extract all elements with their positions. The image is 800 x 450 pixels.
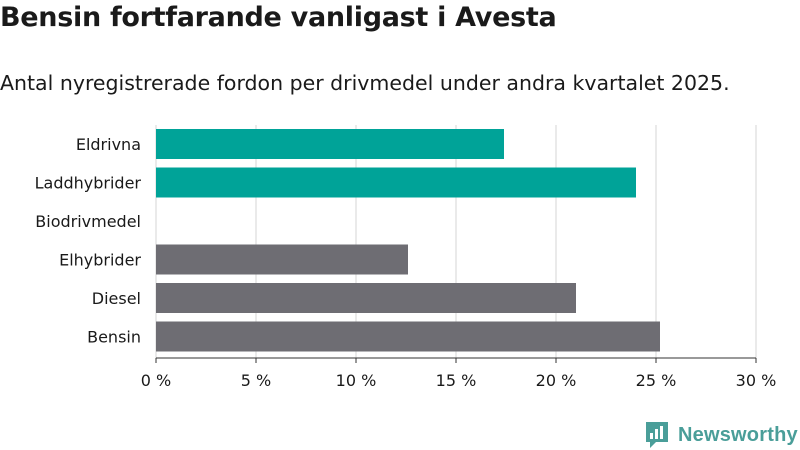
brand-logo: Newsworthy	[644, 420, 798, 450]
chart-title: Bensin fortfarande vanligast i Avesta	[0, 2, 557, 33]
x-tick-label: 5 %	[241, 371, 271, 390]
x-tick-label: 30 %	[736, 371, 777, 390]
category-label: Elhybrider	[59, 251, 141, 270]
x-tick-label: 25 %	[636, 371, 677, 390]
bar	[156, 321, 660, 352]
bar	[156, 167, 636, 198]
chart-subtitle: Antal nyregistrerade fordon per drivmede…	[0, 71, 730, 95]
category-label: Bensin	[87, 328, 141, 347]
x-tick-label: 15 %	[436, 371, 477, 390]
category-label: Eldrivna	[76, 135, 141, 154]
bar	[156, 129, 504, 159]
category-label: Laddhybrider	[35, 174, 142, 193]
x-tick-label: 0 %	[141, 371, 171, 390]
category-label: Biodrivmedel	[35, 212, 141, 231]
x-tick-label: 20 %	[536, 371, 577, 390]
bar	[156, 283, 576, 313]
x-tick-label: 10 %	[336, 371, 377, 390]
newsworthy-logo-icon	[646, 422, 668, 448]
bar	[156, 244, 408, 275]
brand-name: Newsworthy	[678, 423, 798, 446]
category-label: Diesel	[92, 289, 141, 308]
